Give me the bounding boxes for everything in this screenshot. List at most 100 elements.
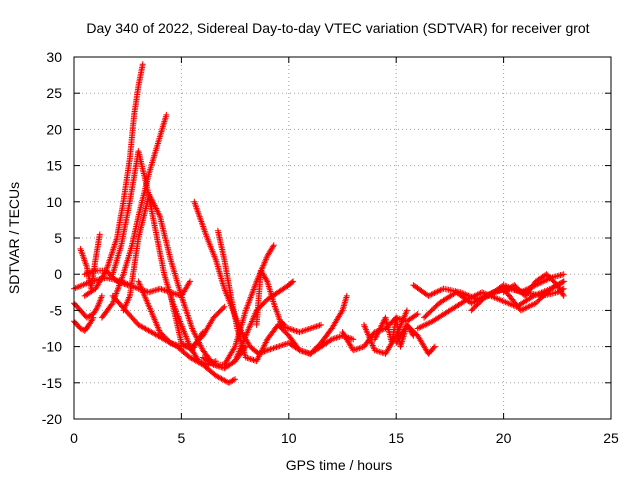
data-point: [122, 307, 141, 327]
data-point: [429, 308, 452, 325]
data-point: [425, 286, 445, 299]
y-axis-label: SDTVAR / TECUs: [6, 182, 22, 294]
data-point: [257, 267, 270, 284]
data-point: [96, 231, 103, 238]
y-tick-label: 30: [46, 49, 62, 65]
data-point: [98, 301, 115, 321]
data-point: [163, 111, 170, 118]
data-point: [187, 354, 205, 367]
y-tick-label: 5: [54, 230, 62, 246]
data-point: [560, 271, 567, 278]
data-point: [148, 329, 166, 342]
data-point: [270, 242, 277, 249]
series-arc-12: [167, 292, 206, 354]
data-point: [135, 193, 152, 241]
x-axis-label: GPS time / hours: [286, 457, 393, 473]
data-point: [221, 303, 228, 310]
data-point: [199, 316, 216, 339]
data-point: [403, 321, 420, 338]
series-arc-1: [71, 292, 105, 321]
data-point: [554, 282, 566, 298]
data-point: [135, 148, 150, 189]
data-point: [410, 282, 431, 298]
data-point: [275, 283, 291, 296]
data-point: [94, 294, 105, 310]
data-point: [77, 245, 90, 269]
series-arc-23: [393, 321, 438, 357]
data-point: [285, 332, 302, 352]
data-point: [210, 305, 227, 321]
data-point: [152, 227, 167, 276]
data-point: [421, 301, 441, 321]
y-tick-label: -5: [50, 302, 63, 318]
data-point: [126, 113, 137, 162]
axis-ticks: 0 5 10 15 20 25 -20 -15 -10 -5 0 5 10 15 20 25 30: [42, 49, 619, 446]
data-point: [483, 286, 505, 299]
data-point: [350, 336, 357, 343]
data-point: [156, 113, 169, 140]
series-arc-28: [500, 271, 567, 299]
data-point: [318, 321, 324, 328]
data-point: [232, 376, 239, 383]
data-point: [131, 84, 142, 118]
data-point: [264, 323, 281, 343]
data-point: [328, 308, 345, 332]
data-point: [343, 292, 350, 299]
data-point: [81, 286, 98, 299]
data-point: [403, 311, 420, 325]
data-point: [92, 269, 109, 292]
data-point: [436, 290, 458, 307]
data-point: [195, 330, 205, 343]
data-point: [109, 243, 124, 278]
series-arc-7: [98, 111, 170, 321]
data-point: [393, 323, 409, 346]
data-point: [560, 278, 567, 285]
y-tick-label: 25: [46, 85, 62, 101]
data-point: [281, 321, 288, 328]
data-point: [199, 361, 218, 378]
data-point: [98, 292, 105, 299]
data-point: [221, 256, 234, 298]
data-point: [225, 376, 237, 386]
data-point: [103, 236, 120, 274]
data-point: [446, 297, 469, 314]
data-point: [92, 233, 103, 263]
data-point: [126, 236, 142, 299]
data-point: [156, 213, 174, 261]
data-point: [204, 235, 219, 261]
y-tick-label: -15: [42, 375, 62, 391]
data-point: [307, 341, 323, 357]
data-point: [189, 337, 201, 354]
data-point: [232, 334, 249, 365]
y-tick-label: -20: [42, 411, 62, 427]
data-point: [90, 305, 100, 317]
x-tick-label: 20: [496, 430, 512, 446]
data-point: [118, 200, 133, 249]
data-point: [414, 319, 435, 332]
data-point: [264, 278, 277, 305]
data-point: [90, 314, 97, 321]
y-tick-label: 0: [54, 266, 62, 282]
series-arc-17: [253, 267, 288, 328]
data-point: [187, 278, 193, 285]
data-point: [227, 292, 240, 330]
data-point: [214, 227, 227, 261]
x-tick-label: 10: [281, 430, 297, 446]
data-point: [464, 290, 484, 303]
data-point: [120, 157, 133, 205]
series-arc-6: [81, 61, 146, 299]
data-point: [318, 337, 334, 350]
data-point: [146, 303, 163, 334]
data-point: [285, 279, 295, 289]
data-point: [178, 292, 195, 330]
data-point: [129, 215, 142, 249]
x-tick-label: 15: [388, 430, 404, 446]
y-tick-label: -10: [42, 339, 62, 355]
data-point: [560, 292, 567, 299]
data-point: [146, 191, 163, 218]
data-point: [146, 135, 163, 176]
data-point: [277, 318, 287, 327]
data-point: [253, 337, 270, 365]
